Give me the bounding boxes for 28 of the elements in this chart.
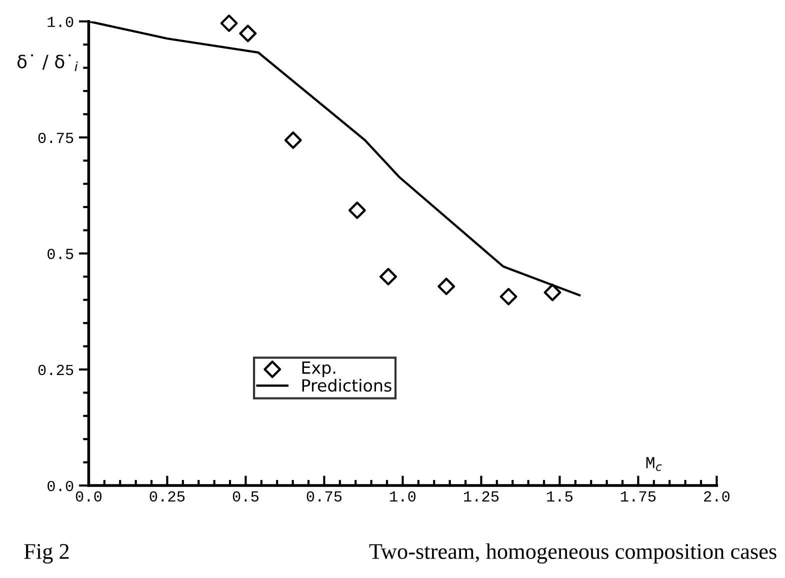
y-tick-label: 0.0 bbox=[48, 480, 74, 492]
text: Two-stream, homogeneous composition cases bbox=[369, 543, 776, 564]
legend-label: Exp. bbox=[302, 362, 336, 378]
x-axis-title: M$_{c}$ bbox=[646, 457, 662, 472]
point bbox=[544, 284, 562, 302]
y-tick-label: 1.0 bbox=[48, 16, 74, 28]
point bbox=[348, 202, 366, 220]
y-axis-title: δ˙ / δ˙$_{i}$ bbox=[17, 54, 78, 72]
y-tick-label: 0.75 bbox=[38, 132, 74, 144]
x-tick-label: 0.25 bbox=[150, 491, 185, 502]
x-tick-label: 0.0 bbox=[76, 491, 102, 502]
x-tick-label: 1.5 bbox=[547, 491, 572, 502]
point bbox=[438, 278, 456, 296]
y-tick-label: 0.5 bbox=[48, 248, 74, 260]
point bbox=[239, 24, 257, 42]
caption: Fig 2 bbox=[24, 544, 69, 564]
x-tick-label: 2.0 bbox=[704, 491, 730, 502]
x-tick-label: 1.0 bbox=[390, 491, 416, 502]
point bbox=[220, 14, 238, 32]
point bbox=[500, 288, 518, 306]
point bbox=[380, 268, 397, 286]
x-tick-label: 1.75 bbox=[620, 491, 656, 502]
x-tick-label: 0.75 bbox=[306, 491, 342, 502]
x-tick-label: 0.5 bbox=[232, 491, 258, 502]
y-tick-label: 0.25 bbox=[38, 364, 74, 376]
legend-label: Predictions bbox=[302, 378, 392, 392]
x-tick-label: 1.25 bbox=[464, 491, 499, 502]
point bbox=[284, 131, 302, 149]
